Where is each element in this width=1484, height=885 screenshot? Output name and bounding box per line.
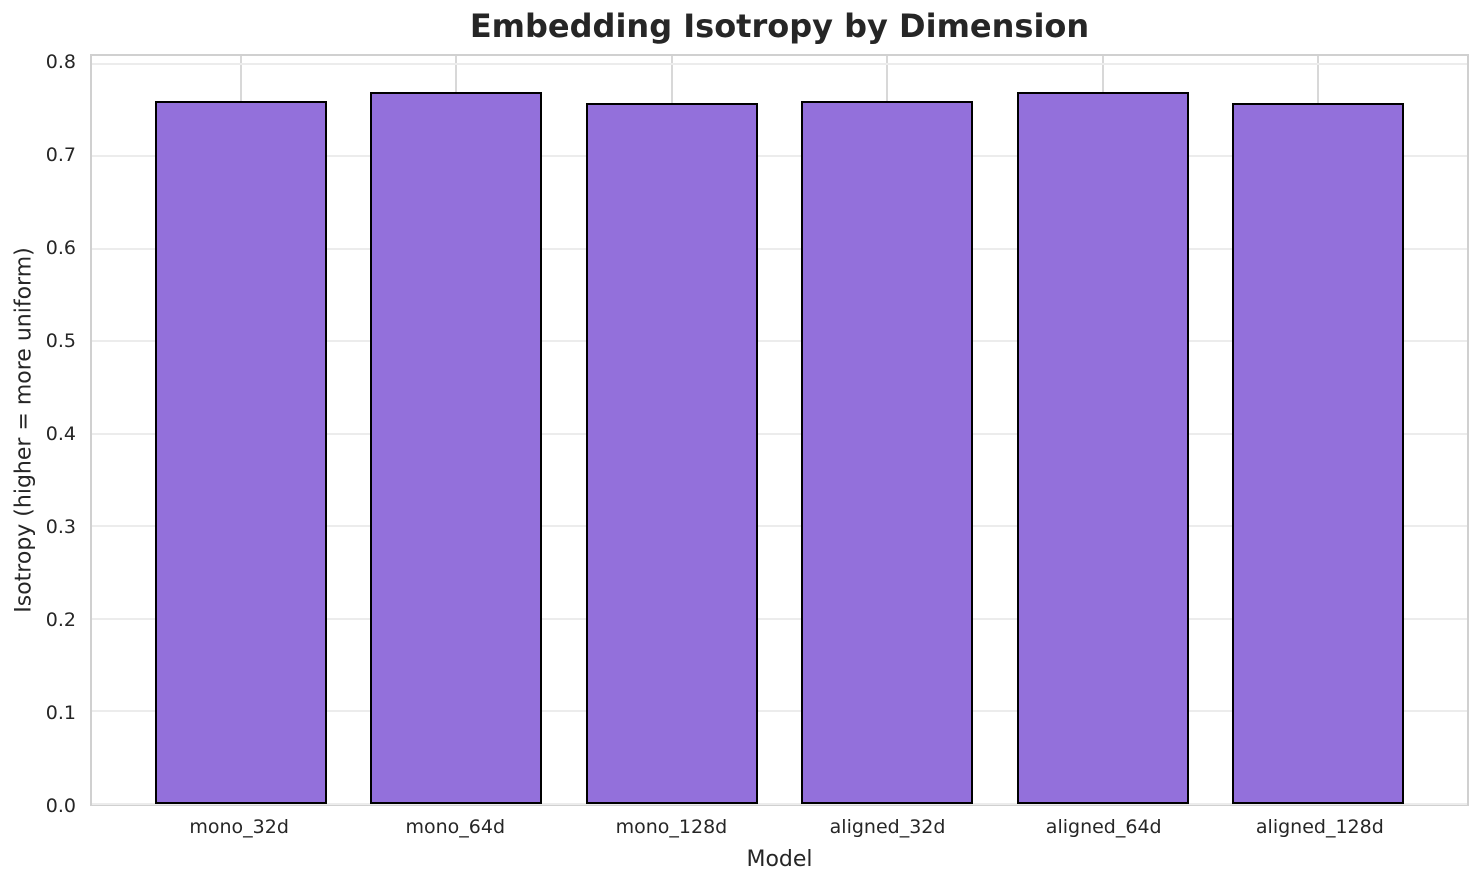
- x-tick-label: mono_32d: [189, 816, 289, 838]
- y-gridline: [92, 247, 1467, 250]
- y-tick-label: 0.4: [45, 422, 76, 445]
- y-gridline: [92, 340, 1467, 343]
- x-tick-row: mono_32d mono_64d mono_128d aligned_32d alig…: [90, 816, 1469, 842]
- x-tick-label: aligned_64d: [1045, 816, 1162, 838]
- y-tick-label: 0.6: [45, 236, 76, 259]
- y-gridline: [92, 432, 1467, 435]
- x-axis-label: Model: [746, 847, 813, 872]
- y-tick-gutter: 0.0 0.1 0.2 0.3 0.4 0.5 0.6 0.7 0.8: [0, 50, 76, 817]
- y-gridline: [92, 525, 1467, 528]
- plot-area: [90, 54, 1469, 806]
- chart-title: Embedding Isotropy by Dimension: [469, 7, 1090, 45]
- bar-mono_128d: [585, 102, 758, 804]
- bar-aligned_32d: [801, 100, 974, 804]
- y-tick-label: 0.0: [45, 795, 76, 817]
- y-gridline: [92, 710, 1467, 713]
- bar-aligned_64d: [1016, 91, 1189, 804]
- x-tick-label: aligned_32d: [829, 816, 946, 838]
- y-tick-label: 0.3: [45, 515, 76, 538]
- x-tick-label: mono_128d: [615, 816, 728, 838]
- y-tick-label: 0.1: [45, 701, 76, 724]
- y-tick-label: 0.2: [45, 608, 76, 631]
- bar-mono_32d: [154, 100, 327, 804]
- bar-aligned_128d: [1232, 102, 1405, 804]
- bar-mono_64d: [370, 91, 543, 804]
- y-tick-label: 0.5: [45, 329, 76, 352]
- x-tick-label: aligned_128d: [1255, 816, 1384, 838]
- x-tick-label: mono_64d: [405, 816, 506, 838]
- y-gridline: [92, 617, 1467, 620]
- y-tick-label: 0.8: [45, 50, 76, 73]
- y-gridline: [92, 803, 1467, 805]
- y-tick-label: 0.7: [45, 143, 76, 166]
- y-gridline: [92, 155, 1467, 158]
- y-gridline: [92, 62, 1467, 65]
